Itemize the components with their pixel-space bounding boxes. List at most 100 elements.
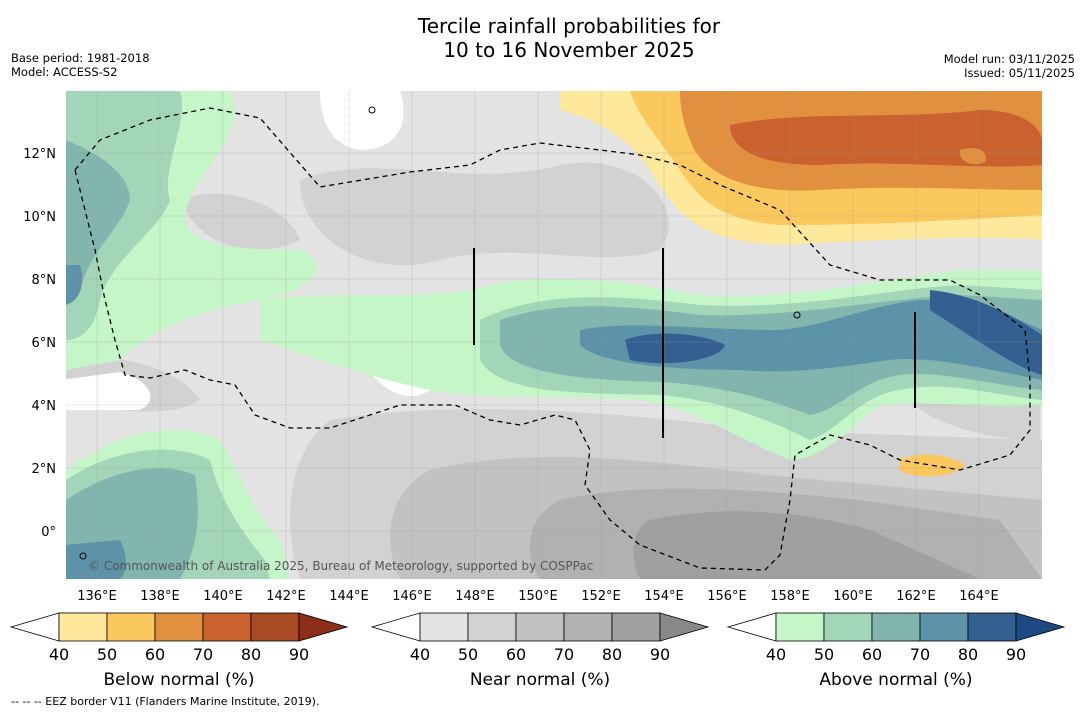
low-probability-region (66, 372, 151, 410)
colorbar-tick-label: 70 (193, 645, 213, 664)
title-line-1: Tercile rainfall probabilities for (417, 14, 721, 38)
colorbar-tick-label: 40 (766, 645, 786, 664)
run-info: Model run: 03/11/2025 Issued: 05/11/2025 (944, 52, 1075, 80)
above-normal-region (66, 91, 183, 340)
colorbar-extend-high (298, 612, 349, 642)
near-normal-region (300, 162, 669, 266)
near-normal-region (633, 511, 980, 579)
colorbar-title: Near normal (%) (470, 670, 610, 690)
graticule (66, 91, 1042, 579)
lon-label: 142°E (266, 589, 306, 604)
longitude-labels: 136°E 138°E 140°E 142°E 144°E 146°E 148°… (77, 589, 999, 604)
lon-label: 160°E (833, 589, 873, 604)
model-run-date: Model run: 03/11/2025 (943, 52, 1075, 66)
island (793, 311, 801, 319)
low-probability-region (320, 91, 404, 150)
above-normal-region (66, 540, 126, 579)
model-name: Model: ACCESS-S2 (11, 65, 118, 79)
lon-label: 146°E (392, 589, 432, 604)
above-normal-region (66, 265, 83, 305)
colorbar-segment (611, 612, 661, 642)
colorbar-extend-low (370, 612, 421, 642)
lon-label: 140°E (203, 589, 243, 604)
colorbar-segment (419, 612, 469, 642)
above-normal-colorbar: 40 50 60 70 80 90 Above normal (%) (726, 612, 1066, 690)
colorbar-segment (154, 612, 204, 642)
lon-label: 138°E (140, 589, 180, 604)
below-normal-colorbar: 40 50 60 70 80 90 Below normal (%) (9, 612, 349, 690)
colorbar-segment (823, 612, 873, 642)
near-normal-region (180, 193, 300, 250)
colorbar-tick-label: 40 (410, 645, 430, 664)
colorbar-tick-label: 60 (506, 645, 526, 664)
above-normal-region (66, 140, 130, 300)
lon-label: 144°E (329, 589, 369, 604)
above-normal-region (625, 333, 725, 364)
lat-label: 6°N (32, 336, 57, 351)
title-line-2: 10 to 16 November 2025 (443, 38, 695, 62)
lat-label: 0° (41, 525, 56, 540)
colorbar-tick-label: 70 (910, 645, 930, 664)
lon-label: 152°E (581, 589, 621, 604)
colorbar-segment (250, 612, 300, 642)
colorbar-extend-high (1015, 612, 1066, 642)
colorbar-extend-low (726, 612, 777, 642)
lon-label: 136°E (77, 589, 117, 604)
lon-label: 148°E (455, 589, 495, 604)
colorbar-tick-label: 40 (49, 645, 69, 664)
issued-date: Issued: 05/11/2025 (964, 66, 1075, 80)
lon-label: 162°E (896, 589, 936, 604)
colorbar-tick-label: 60 (145, 645, 165, 664)
lon-label: 150°E (518, 589, 558, 604)
colorbar-title: Below normal (%) (104, 670, 255, 690)
near-normal-colorbar: 40 50 60 70 80 90 Near normal (%) (370, 612, 710, 690)
lon-label: 154°E (644, 589, 684, 604)
colorbar-segment (871, 612, 921, 642)
colorbar-extend-high (659, 612, 710, 642)
colorbar-segment (106, 612, 156, 642)
chart-title: Tercile rainfall probabilities for 10 to… (0, 14, 1085, 62)
below-normal-region (959, 148, 986, 165)
lat-label: 2°N (32, 462, 57, 477)
latitude-labels: 12°N 10°N 8°N 6°N 4°N 2°N 0° (23, 147, 56, 540)
lon-label: 156°E (707, 589, 747, 604)
colorbar-title: Above normal (%) (819, 670, 972, 690)
colorbar-segment (202, 612, 252, 642)
colorbar-tick-label: 80 (241, 645, 261, 664)
above-normal-region (930, 290, 1042, 375)
colorbar-extend-low (9, 612, 60, 642)
colorbar-segment (967, 612, 1017, 642)
lon-label: 164°E (959, 589, 999, 604)
model-info: Base period: 1981-2018 Model: ACCESS-S2 (11, 51, 150, 79)
colorbar-tick-label: 90 (289, 645, 309, 664)
colorbar-tick-label: 50 (97, 645, 117, 664)
eez-footnote: -- -- -- EEZ border V11 (Flanders Marine… (11, 695, 320, 708)
eez-border (74, 107, 1031, 571)
colorbar-tick-label: 90 (650, 645, 670, 664)
colorbar-segment (775, 612, 825, 642)
lat-label: 8°N (32, 273, 57, 288)
colorbar-segment (58, 612, 108, 642)
colorbar-tick-label: 90 (1006, 645, 1026, 664)
colorbar-tick-label: 80 (602, 645, 622, 664)
copyright-notice: © Commonwealth of Australia 2025, Bureau… (88, 559, 593, 573)
map-area: © Commonwealth of Australia 2025, Bureau… (66, 91, 1042, 579)
island (79, 552, 87, 560)
island (368, 106, 376, 114)
colorbar-segment (563, 612, 613, 642)
colorbar-tick-label: 70 (554, 645, 574, 664)
base-period: Base period: 1981-2018 (11, 51, 150, 65)
lat-label: 12°N (23, 147, 56, 162)
colorbar-tick-label: 50 (458, 645, 478, 664)
lat-label: 10°N (23, 210, 56, 225)
colorbar-segment (467, 612, 517, 642)
colorbars: 40 50 60 70 80 90 Below normal (%) 40 50 60 70 80 90… (9, 612, 1066, 690)
colorbar-segment (919, 612, 969, 642)
colorbar-segment (515, 612, 565, 642)
lon-label: 158°E (770, 589, 810, 604)
lat-label: 4°N (32, 399, 57, 414)
colorbar-tick-label: 60 (862, 645, 882, 664)
colorbar-tick-label: 80 (958, 645, 978, 664)
colorbar-tick-label: 50 (814, 645, 834, 664)
